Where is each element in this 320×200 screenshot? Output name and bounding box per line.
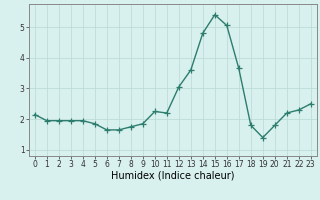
X-axis label: Humidex (Indice chaleur): Humidex (Indice chaleur) (111, 171, 235, 181)
